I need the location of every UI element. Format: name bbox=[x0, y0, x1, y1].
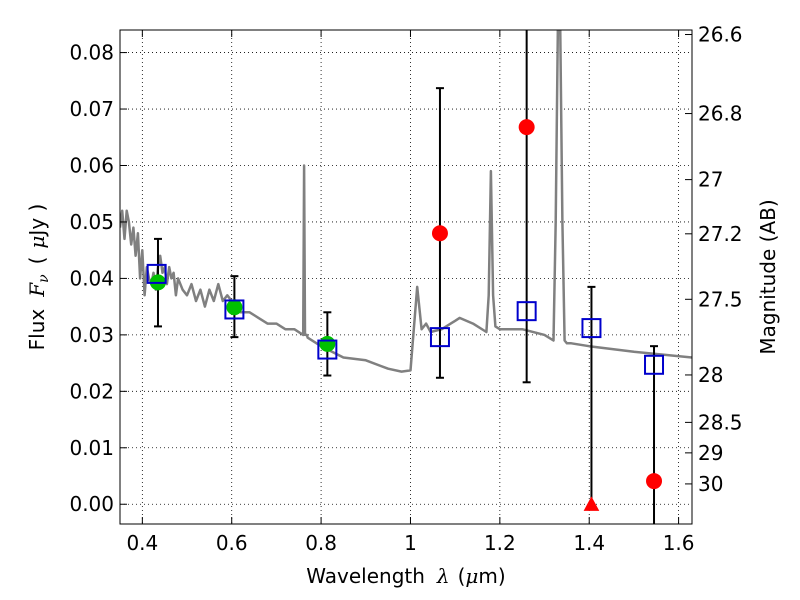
nondetection-point bbox=[646, 473, 663, 490]
y-tick-label: 0.05 bbox=[69, 210, 114, 234]
grid bbox=[120, 30, 692, 524]
mag-tick-label: 28.5 bbox=[698, 410, 743, 434]
y-tick-label: 0.02 bbox=[69, 379, 114, 403]
y-tick-label: 0.07 bbox=[69, 97, 114, 121]
x-tick-label: 1 bbox=[404, 531, 417, 555]
model-flux-square bbox=[224, 299, 245, 320]
y-tick-label: 0.04 bbox=[69, 266, 114, 290]
y-tick-label: 0.00 bbox=[69, 492, 114, 516]
model-flux-square bbox=[644, 354, 665, 375]
upper-limit-triangle bbox=[583, 496, 600, 511]
axis-ticks: 0.4 0.6 0.8 1 1.2 1.4 1.6 0.00 0.01 0.02 0.03 0.04 0… bbox=[69, 23, 742, 555]
detection-point bbox=[319, 335, 336, 352]
x-axis-title: Wavelength λ (μm) bbox=[306, 564, 505, 588]
nondetection-point bbox=[431, 225, 448, 242]
mag-tick-label: 28 bbox=[698, 363, 723, 387]
mag-tick-label: 26.8 bbox=[698, 102, 743, 126]
x-tick-label: 0.6 bbox=[216, 531, 248, 555]
x-tick-label: 1.6 bbox=[663, 531, 695, 555]
right-axis-title: Magnitude (AB) bbox=[756, 199, 780, 354]
nondetection-point bbox=[518, 119, 535, 136]
x-tick-label: 0.4 bbox=[126, 531, 158, 555]
x-tick-label: 0.8 bbox=[305, 531, 337, 555]
x-tick-label: 1.4 bbox=[573, 531, 605, 555]
sed-model-line bbox=[120, 30, 692, 373]
y-tick-label: 0.06 bbox=[69, 153, 114, 177]
model-flux-square bbox=[317, 339, 338, 360]
model-flux-square bbox=[581, 318, 602, 339]
x-tick-label: 1.2 bbox=[484, 531, 516, 555]
mag-tick-label: 26.6 bbox=[698, 23, 743, 47]
mag-tick-label: 27.2 bbox=[698, 222, 743, 246]
model-flux-square bbox=[429, 327, 450, 348]
model-flux-square bbox=[146, 263, 167, 284]
y-axis-title: FluxFν(μJy ) bbox=[25, 204, 52, 351]
mag-tick-label: 27.5 bbox=[698, 287, 743, 311]
mag-tick-label: 27 bbox=[698, 168, 723, 192]
y-tick-label: 0.03 bbox=[69, 323, 114, 347]
detection-point bbox=[226, 299, 243, 316]
model-flux-square bbox=[516, 301, 537, 322]
mag-tick-label: 30 bbox=[698, 472, 723, 496]
plot-frame bbox=[119, 29, 693, 525]
mag-tick-label: 29 bbox=[698, 441, 723, 465]
y-tick-label: 0.01 bbox=[69, 436, 114, 460]
plot-area bbox=[120, 30, 692, 524]
y-tick-label: 0.08 bbox=[69, 41, 114, 65]
